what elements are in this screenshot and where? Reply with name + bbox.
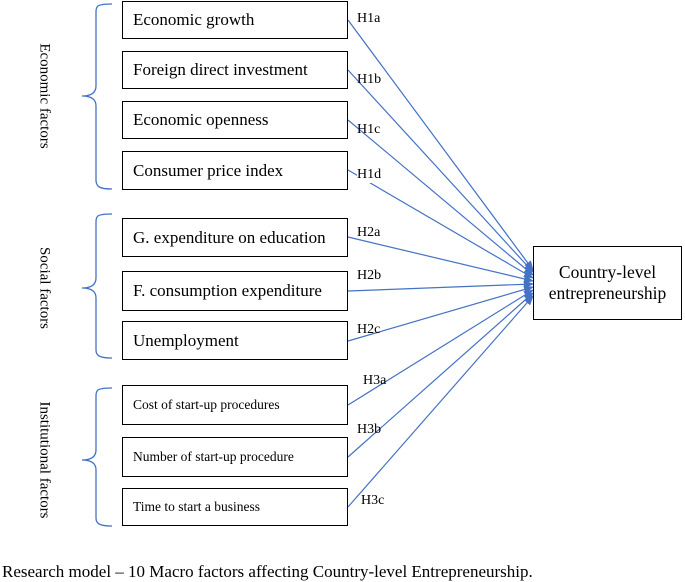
bracket-economic bbox=[81, 3, 113, 190]
group-label-institutional: Institutional factors bbox=[36, 401, 53, 519]
hypothesis-label: H3a bbox=[363, 373, 387, 388]
arrow-h1d bbox=[347, 169, 534, 279]
arrow-h3a bbox=[347, 289, 534, 406]
hypothesis-label: H1d bbox=[357, 167, 382, 183]
group-label-economic: Economic factors bbox=[36, 43, 53, 149]
bracket-institutional bbox=[81, 387, 113, 527]
hypothesis-label: H2a bbox=[357, 225, 381, 240]
factor-box-unemployment: Unemployment bbox=[122, 321, 348, 360]
arrow-h3c bbox=[347, 295, 534, 508]
target-label: Country-level entrepreneurship bbox=[548, 262, 667, 303]
factor-box-startup-cost: Cost of start-up procedures bbox=[122, 385, 348, 425]
hypothesis-label: H1c bbox=[357, 122, 381, 137]
group-label-social: Social factors bbox=[36, 246, 53, 330]
factor-box-cpi: Consumer price index bbox=[122, 151, 348, 190]
arrow-h1a bbox=[347, 19, 534, 271]
arrow-h1c bbox=[347, 119, 534, 276]
arrow-h2a bbox=[347, 236, 534, 283]
figure-caption: Research model – 10 Macro factors affect… bbox=[2, 562, 533, 581]
factor-box-consumption-expenditure: F. consumption expenditure bbox=[122, 271, 348, 311]
hypothesis-label: H1a bbox=[357, 11, 381, 26]
factor-box-education-expenditure: G. expenditure on education bbox=[122, 218, 348, 257]
hypothesis-label: H2b bbox=[357, 268, 382, 283]
factor-box-fdi: Foreign direct investment bbox=[122, 51, 348, 89]
factor-box-economic-growth: Economic growth bbox=[122, 1, 348, 39]
arrow-group bbox=[347, 19, 534, 508]
factor-box-economic-openness: Economic openness bbox=[122, 101, 348, 139]
factor-box-time-to-start: Time to start a business bbox=[122, 488, 348, 526]
hypothesis-label: H3c bbox=[361, 493, 385, 508]
bracket-social bbox=[81, 213, 113, 359]
hypothesis-label: H2c bbox=[357, 322, 381, 337]
hypothesis-label: H3b bbox=[357, 422, 382, 437]
factor-box-startup-procedures: Number of start-up procedure bbox=[122, 437, 348, 477]
arrow-h2b bbox=[347, 280, 534, 292]
arrow-h1b bbox=[347, 69, 534, 273]
arrow-h2c bbox=[347, 285, 534, 342]
arrow-h3b bbox=[347, 292, 534, 458]
hypothesis-label: H1b bbox=[357, 72, 382, 87]
target-box-country-level-entrepreneurship: Country-level entrepreneurship bbox=[533, 246, 682, 320]
